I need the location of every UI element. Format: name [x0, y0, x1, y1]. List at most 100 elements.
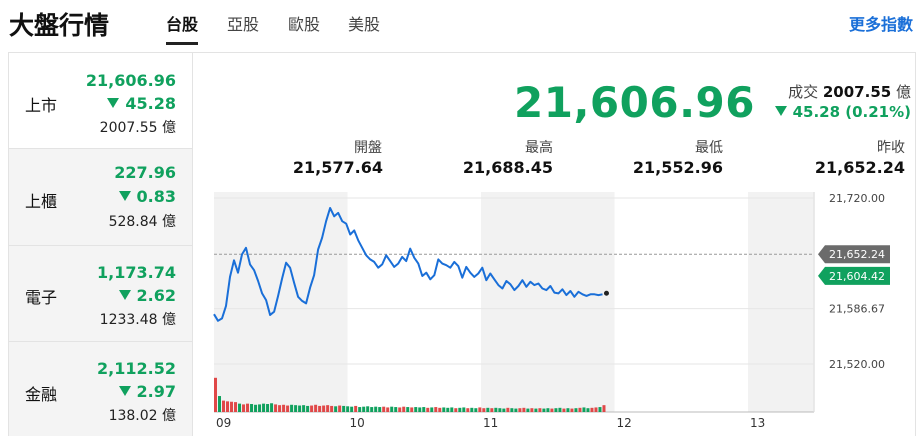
- hour-band: [748, 192, 815, 412]
- prev-close-badge: [818, 245, 890, 264]
- down-triangle-icon: [107, 98, 120, 108]
- stat-open-value: 21,577.64: [292, 158, 383, 177]
- y-tick-label: 21,520.00: [829, 358, 885, 371]
- sidebar-item-listed[interactable]: 上市 21,606.96 45.28 2007.55 億: [9, 53, 192, 149]
- volume-bar: [418, 407, 422, 412]
- stat-prev-close-label: 昨收: [877, 140, 905, 156]
- active-tab-indicator: [166, 42, 199, 45]
- volume-bar: [286, 405, 290, 412]
- last-point-marker: [603, 290, 609, 296]
- prev-close-badge-label: 21,652.24: [829, 248, 885, 261]
- down-triangle-icon: [118, 191, 131, 201]
- sidebar-item-name: 電子: [25, 288, 58, 307]
- volume-bar: [486, 407, 490, 412]
- volume-bar: [282, 404, 286, 412]
- volume-bar: [294, 405, 298, 412]
- page-title: 大盤行情: [9, 11, 110, 40]
- sidebar-item-volume: 528.84 億: [108, 214, 176, 230]
- sidebar-item-change: 0.83: [118, 187, 176, 206]
- volume-bar: [250, 404, 254, 412]
- volume-bar: [414, 407, 418, 412]
- volume-bar: [590, 407, 594, 412]
- volume-bar: [426, 407, 430, 412]
- volume-bar: [602, 405, 606, 412]
- sidebar-item-volume: 138.02 億: [108, 408, 176, 424]
- sidebar-item-name: 上櫃: [25, 192, 58, 211]
- volume-bar: [230, 401, 234, 412]
- volume-bar: [334, 406, 338, 412]
- volume-bar: [378, 407, 382, 412]
- sidebar-item-volume: 1233.48 億: [99, 312, 176, 328]
- index-sidebar: 上市 21,606.96 45.28 2007.55 億 上櫃 227.96 0…: [9, 53, 192, 436]
- stat-low-value: 21,552.96: [632, 158, 723, 177]
- volume-bar: [374, 406, 378, 412]
- sidebar-item-change: 45.28: [107, 94, 176, 113]
- x-tick-label: 11: [483, 416, 498, 430]
- volume-bar: [566, 408, 570, 412]
- sidebar-item-change: 2.97: [118, 382, 176, 401]
- volume-bar: [582, 407, 586, 412]
- volume-bar: [302, 405, 306, 412]
- stat-high-label: 最高: [525, 140, 553, 156]
- volume-bar: [594, 407, 598, 412]
- volume-bar: [326, 405, 330, 412]
- sidebar-item-name: 金融: [25, 385, 58, 404]
- volume-bar: [550, 408, 554, 412]
- volume-bar: [482, 408, 486, 412]
- volume-bar: [262, 403, 266, 412]
- stat-low-label: 最低: [695, 140, 723, 156]
- sidebar-item-name: 上市: [25, 96, 58, 115]
- sidebar-item-finance[interactable]: 金融 2,112.52 2.97 138.02 億: [9, 342, 192, 436]
- volume-bar: [222, 400, 226, 412]
- tab-taiwan[interactable]: 台股: [166, 11, 199, 45]
- volume-bar: [506, 407, 510, 412]
- current-price-badge: [818, 266, 890, 285]
- volume-bar: [570, 408, 574, 412]
- volume-bar: [450, 407, 454, 412]
- tab-europe[interactable]: 歐股: [288, 15, 321, 34]
- volume-bar: [474, 408, 478, 412]
- volume-bar: [246, 403, 250, 412]
- current-price: 21,606.96: [514, 78, 755, 127]
- volume-bar: [358, 407, 362, 412]
- volume-bar: [314, 404, 318, 412]
- volume-bar: [438, 407, 442, 412]
- sidebar-item-price: 2,112.52: [97, 359, 176, 378]
- x-tick-label: 10: [350, 416, 365, 430]
- volume-bar: [470, 407, 474, 412]
- volume-bar: [254, 404, 258, 412]
- y-tick-label: 21,720.00: [829, 192, 885, 205]
- volume-bar: [430, 407, 434, 412]
- sidebar-divider: [192, 53, 193, 436]
- volume-bar: [498, 408, 502, 412]
- volume-bar: [394, 407, 398, 412]
- volume-bar: [434, 407, 438, 412]
- volume-bar: [370, 407, 374, 412]
- sidebar-item-price: 21,606.96: [85, 71, 176, 90]
- tab-us[interactable]: 美股: [348, 15, 381, 34]
- volume-bar: [446, 407, 450, 412]
- more-indices-link[interactable]: 更多指數: [848, 15, 913, 34]
- volume-bar: [350, 406, 354, 412]
- stat-high-value: 21,688.45: [462, 158, 553, 177]
- volume-bar: [562, 408, 566, 412]
- sidebar-item-electronics[interactable]: 電子 1,173.74 2.62 1233.48 億: [9, 246, 192, 342]
- volume-bar: [306, 405, 310, 412]
- volume-bar: [386, 407, 390, 412]
- volume-bar: [398, 407, 402, 412]
- volume-bar: [406, 407, 410, 412]
- volume-bar: [274, 404, 278, 412]
- stat-open-label: 開盤: [354, 140, 382, 156]
- volume-bar: [266, 404, 270, 412]
- down-triangle-icon: [774, 106, 787, 116]
- volume-bar: [278, 405, 282, 412]
- tab-label: 台股: [166, 15, 199, 34]
- volume-bar: [526, 408, 530, 412]
- sidebar-item-otc[interactable]: 上櫃 227.96 0.83 528.84 億: [9, 149, 192, 246]
- volume-bar: [542, 408, 546, 412]
- hour-band: [214, 192, 348, 412]
- volume-bar: [522, 407, 526, 412]
- volume-bar: [502, 408, 506, 412]
- tab-asia[interactable]: 亞股: [227, 15, 260, 34]
